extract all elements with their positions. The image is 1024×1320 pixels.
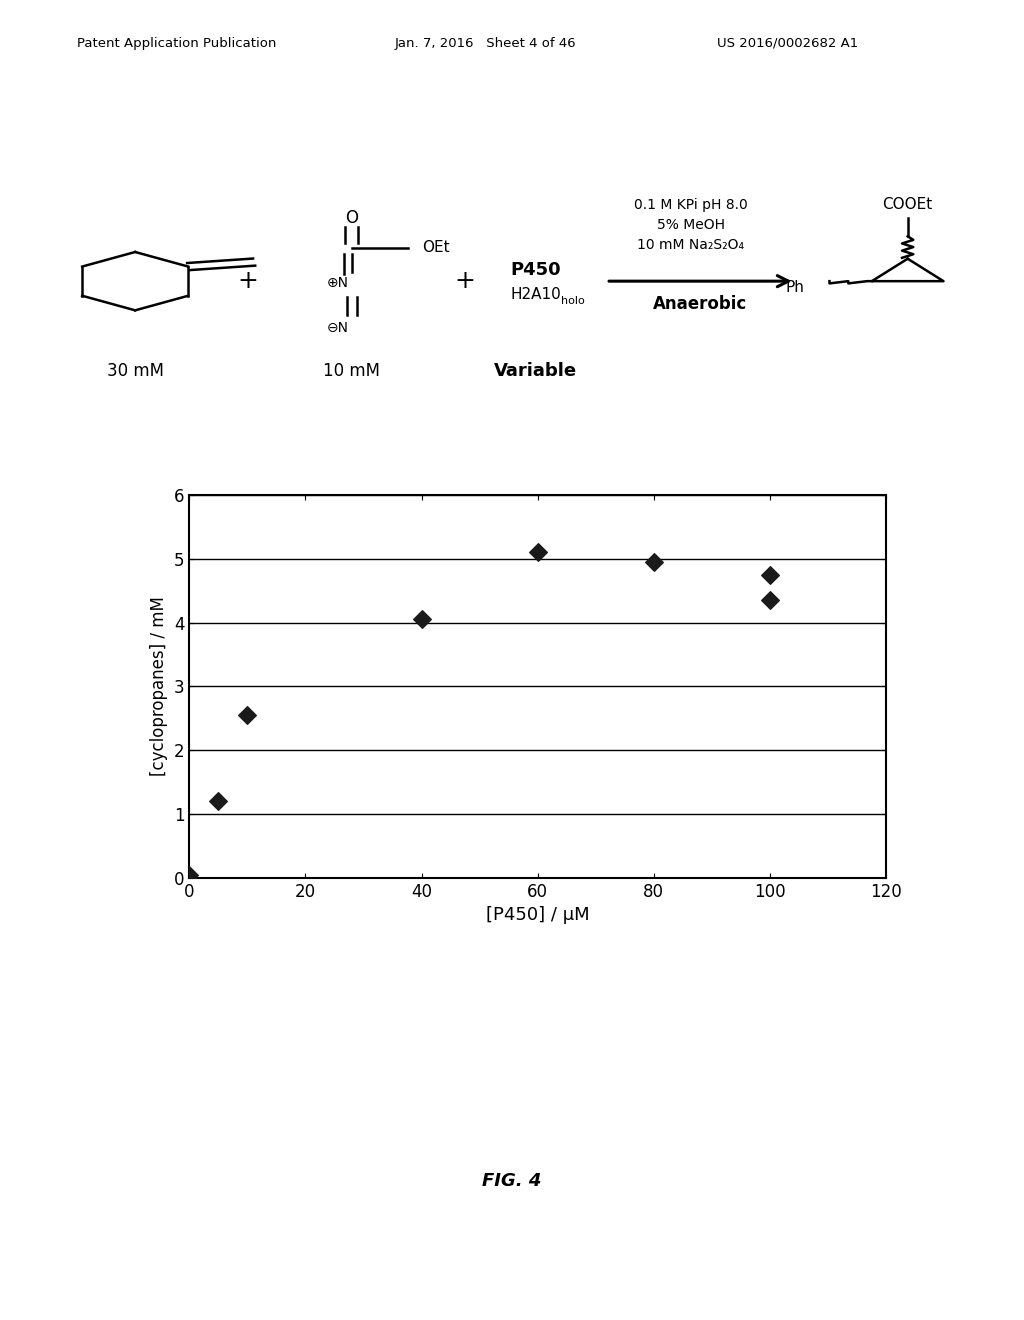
X-axis label: [P450] / μM: [P450] / μM (485, 907, 590, 924)
Text: OEt: OEt (423, 240, 451, 255)
Text: +: + (455, 269, 475, 293)
Text: ⊕N: ⊕N (327, 276, 349, 290)
Point (762, 564, 778, 585)
Point (645, 552, 662, 573)
Text: Ph: Ph (785, 280, 804, 296)
Text: ⊖N: ⊖N (327, 321, 349, 335)
Text: Variable: Variable (494, 362, 578, 380)
Point (210, 791, 226, 812)
Text: US 2016/0002682 A1: US 2016/0002682 A1 (717, 37, 858, 50)
Point (762, 590, 778, 611)
Text: 10 mM Na₂S₂O₄: 10 mM Na₂S₂O₄ (637, 238, 744, 252)
Text: 0.1 M KPi pH 8.0: 0.1 M KPi pH 8.0 (634, 198, 748, 213)
Point (240, 705, 256, 726)
Text: Patent Application Publication: Patent Application Publication (77, 37, 276, 50)
Text: COOEt: COOEt (883, 198, 933, 213)
Text: Anaerobic: Anaerobic (653, 294, 748, 313)
Point (181, 865, 198, 886)
Text: 10 mM: 10 mM (324, 362, 380, 380)
Point (529, 543, 546, 564)
Text: O: O (345, 210, 358, 227)
Text: 30 mM: 30 mM (106, 362, 164, 380)
Text: H2A10: H2A10 (510, 288, 561, 302)
Text: 5% MeOH: 5% MeOH (657, 218, 725, 232)
Text: Jan. 7, 2016   Sheet 4 of 46: Jan. 7, 2016 Sheet 4 of 46 (394, 37, 575, 50)
Point (414, 609, 430, 630)
Text: P450: P450 (510, 261, 561, 279)
Text: FIG. 4: FIG. 4 (482, 1172, 542, 1191)
Text: +: + (238, 269, 259, 293)
Y-axis label: [cyclopropanes] / mM: [cyclopropanes] / mM (151, 597, 168, 776)
Text: holo: holo (561, 297, 585, 306)
